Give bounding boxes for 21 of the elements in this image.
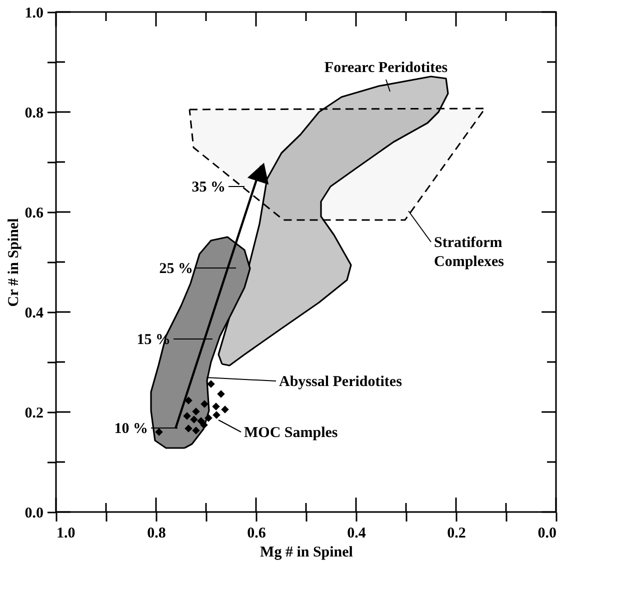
x-axis-title: Mg # in Spinel <box>260 544 353 560</box>
y-axis-title: Cr # in Spinel <box>6 218 22 307</box>
annotation: 25 % <box>159 261 193 277</box>
x-tick-label: 0.6 <box>247 526 266 542</box>
annotation: Forearc Peridotites <box>324 60 448 76</box>
annotation: 10 % <box>114 421 148 437</box>
annotation: Abyssal Peridotites <box>279 374 402 390</box>
y-tick-label: 0.6 <box>24 206 44 222</box>
x-tick-label: 0.8 <box>147 526 166 542</box>
y-tick-label: 0.4 <box>24 306 44 322</box>
x-tick-label: 1.0 <box>56 526 76 542</box>
y-tick-label: 0.0 <box>24 506 44 522</box>
annotation: Stratiform Complexes <box>434 235 504 270</box>
y-tick-label: 0.8 <box>24 106 44 122</box>
x-tick-label: 0.0 <box>538 526 556 542</box>
annotation: MOC Samples <box>244 425 338 441</box>
annotation: 35 % <box>192 180 226 196</box>
x-tick-label: 0.4 <box>347 526 366 542</box>
x-tick-label: 0.2 <box>447 526 466 542</box>
y-tick-label: 0.2 <box>24 406 44 422</box>
y-tick-label: 1.0 <box>24 6 44 22</box>
